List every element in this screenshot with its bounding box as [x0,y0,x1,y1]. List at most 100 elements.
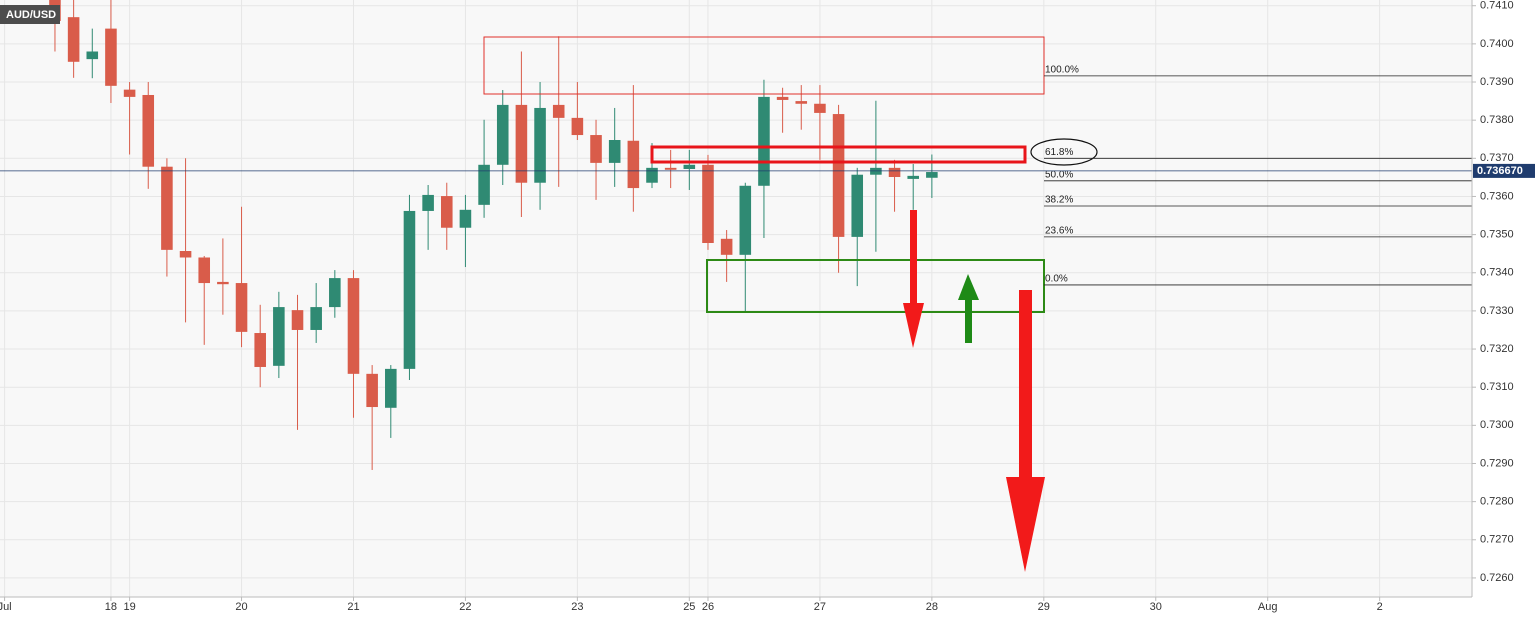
candle-body [440,196,453,228]
candle-body [534,107,546,183]
x-tick-label: 27 [814,601,826,613]
y-tick-label: 0.7390 [1480,76,1514,88]
chart-title: AUD/USD [6,9,56,21]
arrow-shaft [1019,290,1032,480]
candle-body [291,310,304,330]
candle-body [403,210,416,369]
candle-body [273,307,285,366]
candle-body [702,164,714,243]
plot-background [0,0,1472,597]
y-tick-label: 0.7380 [1480,114,1514,126]
support-zone [706,259,1045,313]
y-tick-label: 0.7280 [1480,496,1514,508]
highlight-ellipse [1030,138,1098,166]
candles [49,0,938,470]
candle-body [851,174,864,237]
resistance-zone [483,36,1045,95]
candle-body [683,164,696,169]
fib-label: 100.0% [1045,65,1079,76]
candle-body [478,164,490,205]
candle-body [105,28,117,86]
candle-body [310,307,322,330]
y-tick-label: 0.7360 [1480,190,1514,202]
symbol-badge [0,5,60,24]
candle-body [329,278,341,308]
y-tick-label: 0.7310 [1480,381,1514,393]
candle-body [814,103,826,113]
x-tick-label: Jul [0,601,12,613]
arrow-head [958,274,979,300]
candle-body [664,167,677,170]
candle-body [888,167,901,178]
arrow-head [903,303,924,348]
candle-body [720,238,733,255]
x-tick-label: 19 [123,601,135,613]
annotations [483,36,1098,572]
candle-body [142,94,155,167]
candle-body [422,194,434,211]
arrow-shaft [910,210,917,305]
x-tick-label: 23 [571,601,583,613]
fib-label: 50.0% [1045,169,1073,180]
candle-body [646,167,658,183]
y-tick-label: 0.7400 [1480,38,1514,50]
candle-body [217,281,229,285]
candle-body [571,117,584,136]
y-tick-label: 0.7370 [1480,152,1514,164]
last-price-label: 0.736670 [1477,165,1523,177]
resistance-band [650,145,1027,164]
y-tick-label: 0.7410 [1480,0,1514,12]
x-tick-label: 20 [235,601,247,613]
x-tick-label: 18 [105,601,117,613]
candle-body [347,278,360,374]
x-tick-label: 28 [926,601,938,613]
x-tick-label: 25 [683,601,695,613]
y-tick-label: 0.7260 [1480,572,1514,584]
fib-label: 61.8% [1045,147,1073,158]
candle-body [179,251,192,258]
candle-body [907,175,919,179]
y-tick-label: 0.7350 [1480,229,1514,241]
x-tick-label: Aug [1258,601,1278,613]
x-tick-label: 29 [1038,601,1050,613]
candle-body [366,373,378,408]
candle-body [552,104,565,118]
y-tick-label: 0.7300 [1480,419,1514,431]
candle-body [496,104,509,165]
x-tick-label: 30 [1150,601,1162,613]
y-tick-label: 0.7270 [1480,534,1514,546]
fib-label: 38.2% [1045,195,1073,206]
arrow-shaft [965,298,972,343]
candle-body [758,96,770,186]
candle-body [123,89,136,97]
candle-body [254,333,266,367]
x-tick-label: 22 [459,601,471,613]
x-tick-label: 2 [1377,601,1383,613]
y-tick-label: 0.7320 [1480,343,1514,355]
candle-body [515,104,528,183]
candle-body [235,283,248,332]
candle-body [198,257,211,284]
candle-body [86,51,99,60]
y-tick-label: 0.7330 [1480,305,1514,317]
candle-body [926,172,938,178]
y-tick-label: 0.7340 [1480,267,1514,279]
candle-body [795,101,808,104]
fib-levels: 100.0% 61.8% 50.0% 38.2% 23.6% 0.0% [0,65,1472,286]
candle-body [161,166,173,250]
candle-body [739,185,752,255]
x-tick-label: 26 [702,601,714,613]
arrow-head [1006,477,1045,572]
candle-body [832,114,845,237]
y-tick-label: 0.7290 [1480,457,1514,469]
x-tick-label: 21 [347,601,359,613]
fib-label: 0.0% [1045,274,1068,285]
candle-body [590,135,602,163]
candle-body [627,140,640,189]
candle-body [776,96,789,100]
candle-body [459,209,472,228]
candle-body [67,17,80,62]
fib-label: 23.6% [1045,226,1073,237]
